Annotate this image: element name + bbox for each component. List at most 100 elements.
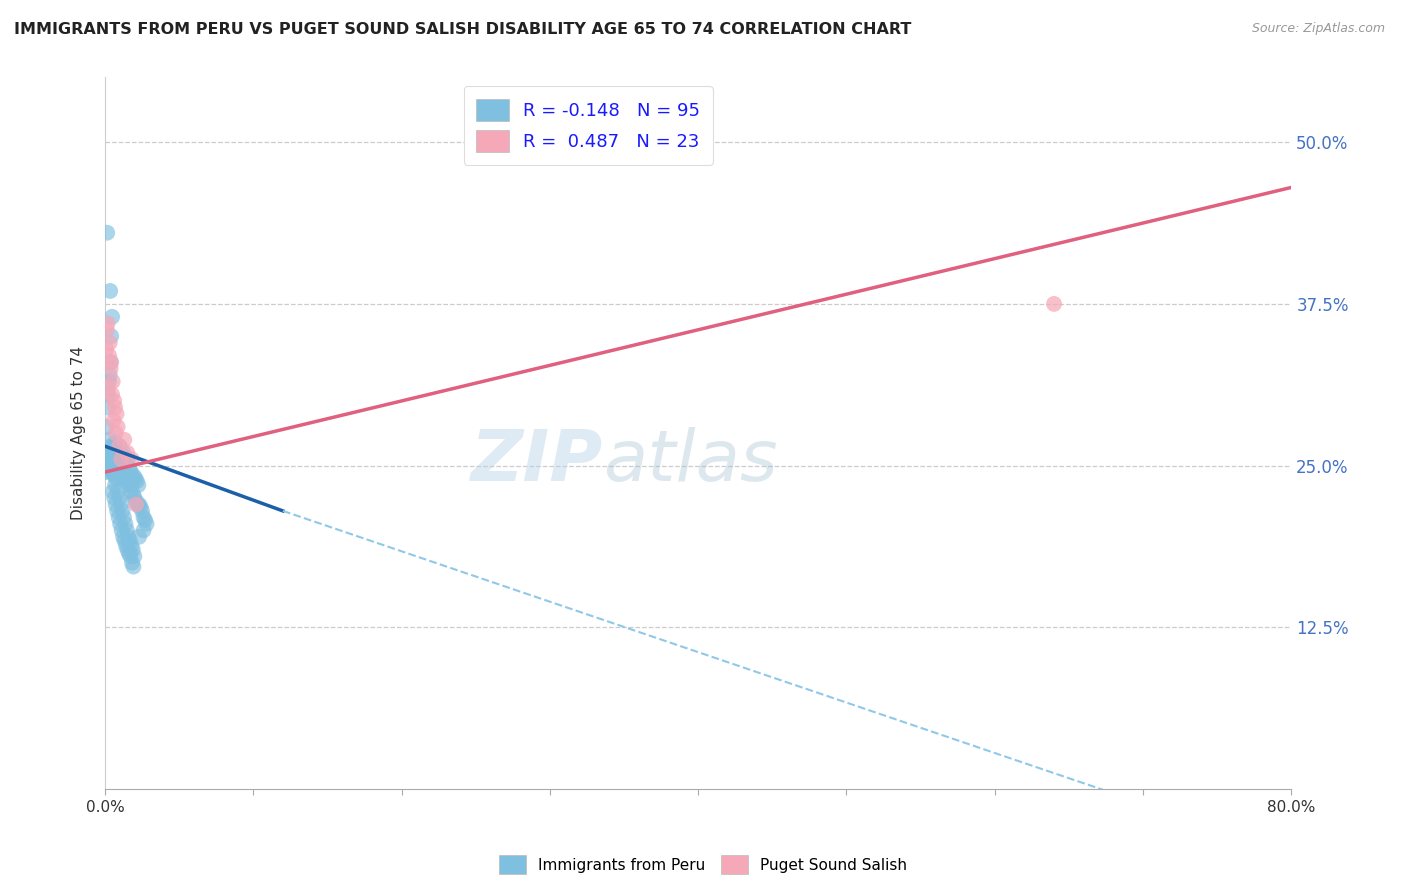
Point [108,439,131,453]
Point [97,456,120,470]
Point [110,465,132,479]
Point [114,456,136,470]
Point [104,498,127,512]
Point [135,516,157,531]
Point [118,461,141,475]
Point [111,472,134,486]
Point [97,446,120,460]
Point [98,452,121,467]
Point [103,448,125,462]
Text: Source: ZipAtlas.com: Source: ZipAtlas.com [1251,22,1385,36]
Point [105,446,128,460]
Point [108,452,131,467]
Point [103,491,125,505]
Point [103,393,125,408]
Point [110,524,132,538]
Point [100,329,122,343]
Point [104,478,127,492]
Point [96,419,118,434]
Point [107,458,129,473]
Point [98,349,121,363]
Point [134,513,156,527]
Point [120,549,142,564]
Point [125,495,148,509]
Point [114,533,136,548]
Point [112,510,135,524]
Point [96,226,118,240]
Point [127,478,149,492]
Point [104,435,127,450]
Point [120,465,142,479]
Point [121,478,143,492]
Point [124,491,146,505]
Point [98,284,121,298]
Point [121,452,143,467]
Point [121,472,143,486]
Text: IMMIGRANTS FROM PERU VS PUGET SOUND SALISH DISABILITY AGE 65 TO 74 CORRELATION C: IMMIGRANTS FROM PERU VS PUGET SOUND SALI… [14,22,911,37]
Point [1043,297,1066,311]
Point [101,387,124,401]
Point [108,516,131,531]
Point [97,387,120,401]
Point [112,446,135,460]
Point [98,335,121,350]
Point [101,310,124,324]
Point [115,539,138,553]
Point [118,533,141,548]
Point [132,524,155,538]
Point [98,375,121,389]
Point [131,504,153,518]
Point [132,510,155,524]
Point [98,368,121,382]
Point [125,474,148,488]
Point [120,539,142,553]
Point [96,323,118,337]
Text: ZIP: ZIP [471,427,603,496]
Point [100,355,122,369]
Point [124,472,146,486]
Point [115,524,138,538]
Point [114,516,136,531]
Point [100,439,122,453]
Point [101,458,124,473]
Point [97,401,120,415]
Point [117,530,139,544]
Point [117,542,139,557]
Point [103,465,125,479]
Point [104,401,127,415]
Point [112,465,135,479]
Point [118,547,141,561]
Point [98,433,121,447]
Point [100,465,122,479]
Point [110,498,132,512]
Point [105,504,128,518]
Point [108,439,131,453]
Point [122,487,145,501]
Point [97,381,120,395]
Point [107,419,129,434]
Point [101,375,124,389]
Point [97,316,120,330]
Point [114,474,136,488]
Point [104,469,127,483]
Text: atlas: atlas [603,427,778,496]
Point [122,559,145,574]
Point [103,413,125,427]
Point [124,549,146,564]
Point [107,461,129,475]
Point [127,498,149,512]
Y-axis label: Disability Age 65 to 74: Disability Age 65 to 74 [72,346,86,520]
Legend: Immigrants from Peru, Puget Sound Salish: Immigrants from Peru, Puget Sound Salish [492,849,914,880]
Point [125,498,148,512]
Point [96,452,118,467]
Point [111,504,134,518]
Legend: R = -0.148   N = 95, R =  0.487   N = 23: R = -0.148 N = 95, R = 0.487 N = 23 [464,87,713,165]
Point [121,556,143,570]
Point [122,469,145,483]
Point [112,530,135,544]
Point [101,484,124,499]
Point [105,472,128,486]
Point [122,542,145,557]
Point [128,498,150,512]
Point [110,458,132,473]
